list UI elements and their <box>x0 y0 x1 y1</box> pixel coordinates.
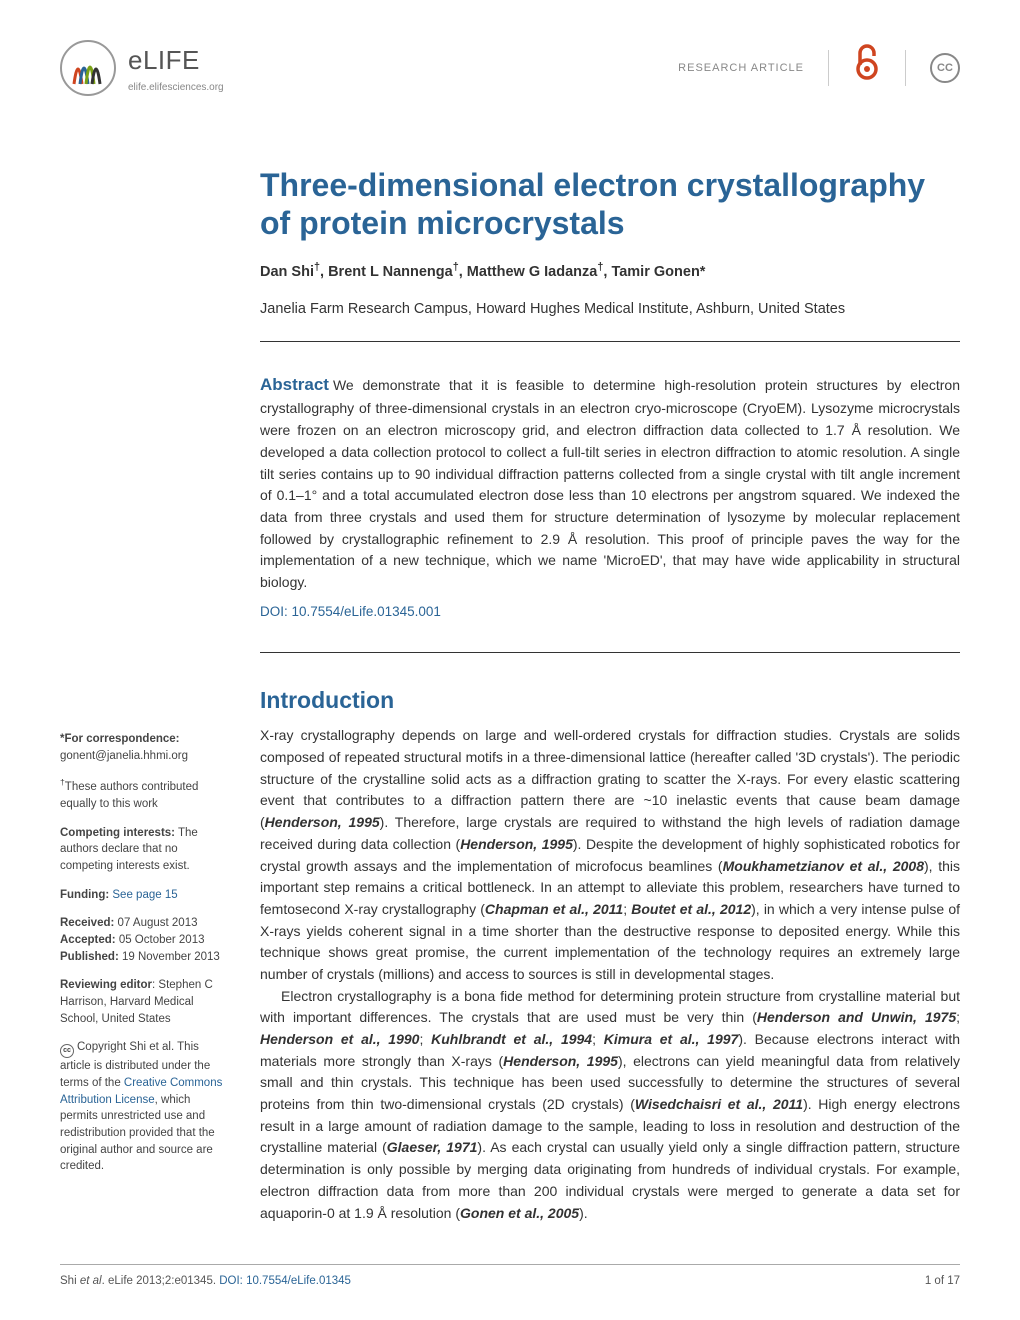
journal-logo-block: eLIFE elife.elifesciences.org <box>60 40 224 96</box>
equal-contribution-note: †These authors contributed equally to th… <box>60 776 230 812</box>
intro-paragraph-2: Electron crystallography is a bona fide … <box>260 986 960 1225</box>
open-access-icon <box>853 41 881 96</box>
abstract-doi[interactable]: DOI: 10.7554/eLife.01345.001 <box>260 602 960 622</box>
abstract-label: Abstract <box>260 375 329 394</box>
competing-interests-block: Competing interests: The authors declare… <box>60 825 230 875</box>
journal-url[interactable]: elife.elifesciences.org <box>128 80 224 95</box>
article-main: Three-dimensional electron crystallograp… <box>260 166 960 1224</box>
cc-license-icon[interactable]: CC <box>930 53 960 83</box>
correspondence-block: *For correspondence: gonent@janelia.hhmi… <box>60 731 230 764</box>
page-number: 1 of 17 <box>925 1273 960 1290</box>
cc-small-icon: cc <box>60 1044 74 1058</box>
copyright-block: ccCopyright Shi et al. This article is d… <box>60 1039 230 1175</box>
dates-block: Received: 07 August 2013 Accepted: 05 Oc… <box>60 915 230 965</box>
funding-block: Funding: See page 15 <box>60 887 230 904</box>
correspondence-email[interactable]: gonent@janelia.hhmi.org <box>60 750 188 762</box>
abstract-block: AbstractWe demonstrate that it is feasib… <box>260 372 960 594</box>
page-footer: Shi et al. eLife 2013;2:e01345. DOI: 10.… <box>60 1264 960 1290</box>
rule <box>260 652 960 653</box>
article-affiliation: Janelia Farm Research Campus, Howard Hug… <box>260 299 960 321</box>
header-divider <box>905 50 906 86</box>
intro-paragraph-1: X-ray crystallography depends on large a… <box>260 725 960 985</box>
abstract-text: We demonstrate that it is feasible to de… <box>260 377 960 590</box>
footer-citation: Shi et al. eLife 2013;2:e01345. DOI: 10.… <box>60 1273 351 1290</box>
header-divider <box>828 50 829 86</box>
footer-doi-link[interactable]: DOI: 10.7554/eLife.01345 <box>219 1275 351 1287</box>
rule <box>260 341 960 342</box>
page-header: eLIFE elife.elifesciences.org RESEARCH A… <box>60 40 960 106</box>
funding-link[interactable]: See page 15 <box>112 889 177 901</box>
article-title: Three-dimensional electron crystallograp… <box>260 166 960 243</box>
article-type-label: RESEARCH ARTICLE <box>678 60 804 77</box>
article-sidebar: *For correspondence: gonent@janelia.hhmi… <box>60 731 230 1224</box>
journal-name: eLIFE <box>128 41 224 80</box>
elife-logo-icon <box>60 40 116 96</box>
article-authors: Dan Shi†, Brent L Nannenga†, Matthew G I… <box>260 259 960 284</box>
reviewing-editor-block: Reviewing editor: Stephen C Harrison, Ha… <box>60 977 230 1027</box>
introduction-heading: Introduction <box>260 683 960 718</box>
